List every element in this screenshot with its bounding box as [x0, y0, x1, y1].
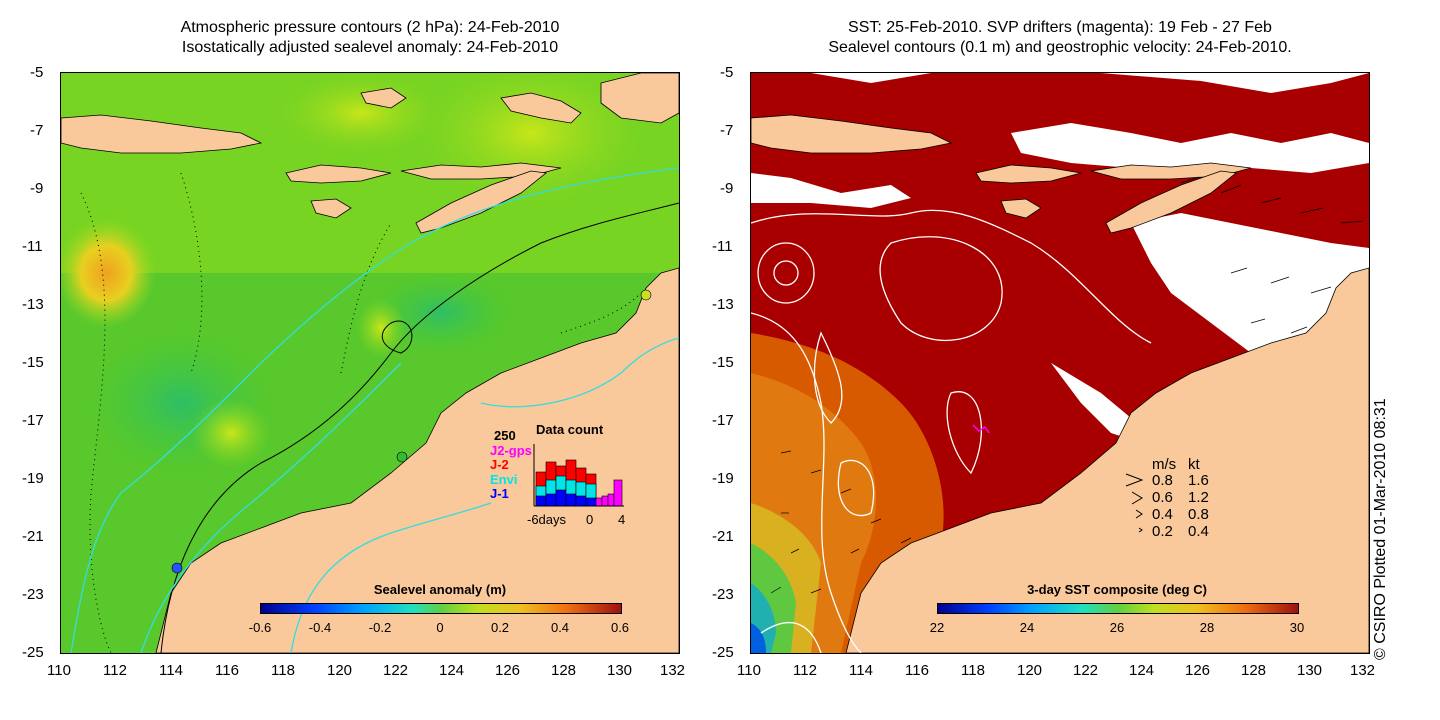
left-colorbar-label-4: 0	[436, 620, 444, 635]
left-x-tick: 118	[271, 662, 295, 679]
right-colorbar	[937, 603, 1299, 614]
velocity-row-ms: 0.8	[1152, 472, 1173, 489]
right-x-tick: 130	[1297, 662, 1323, 679]
right-colorbar-label-2: 24	[1019, 620, 1035, 635]
velocity-arrows-legend	[1125, 473, 1144, 533]
left-y-tick: -15	[22, 354, 44, 371]
right-x-tick: 132	[1350, 662, 1376, 679]
right-x-tick: 116	[905, 662, 929, 679]
right-x-tick: 128	[1241, 662, 1267, 679]
left-x-tick: 126	[495, 662, 521, 679]
right-x-tick: 120	[1017, 662, 1043, 679]
right-colorbar-label-1: 22	[929, 620, 945, 635]
data-count-x-max: 4	[618, 512, 626, 527]
right-x-tick: 118	[961, 662, 985, 679]
right-y-tick: -11	[712, 238, 733, 255]
right-colorbar-label-4: 28	[1199, 620, 1215, 635]
left-y-tick: -19	[22, 470, 44, 487]
left-y-tick: -13	[22, 296, 44, 313]
legend-j1: J-1	[490, 486, 509, 501]
right-y-tick: -25	[712, 644, 734, 661]
left-y-tick: -11	[22, 238, 43, 255]
left-y-tick: -23	[22, 586, 44, 603]
right-x-tick: 126	[1185, 662, 1211, 679]
left-x-tick: 128	[551, 662, 577, 679]
sealevel-anomaly-map	[60, 72, 680, 654]
left-title-line2: Isostatically adjusted sealevel anomaly:…	[181, 39, 559, 56]
right-y-tick: -15	[712, 354, 734, 371]
velocity-row-ms: 0.4	[1152, 506, 1173, 523]
right-title-line1: SST: 25-Feb-2010. SVP drifters (magenta)…	[848, 19, 1272, 36]
velocity-row-kt: 1.2	[1188, 489, 1209, 506]
right-y-tick: -7	[720, 122, 734, 139]
left-y-tick: -9	[30, 180, 44, 197]
sst-map	[750, 72, 1370, 654]
left-colorbar-label-2: -0.4	[308, 620, 332, 635]
left-x-tick: 110	[47, 662, 71, 679]
left-y-tick: -25	[22, 644, 44, 661]
right-x-tick: 110	[737, 662, 761, 679]
legend-j2gps: J2-gps	[490, 443, 532, 458]
left-x-tick: 120	[327, 662, 353, 679]
velocity-row-kt: 0.8	[1188, 506, 1209, 523]
left-title-line1: Atmospheric pressure contours (2 hPa): 2…	[180, 19, 560, 36]
right-title: SST: 25-Feb-2010. SVP drifters (magenta)…	[750, 18, 1370, 58]
data-count-x-zero: 0	[586, 512, 594, 527]
left-x-tick: 122	[383, 662, 409, 679]
data-count-histogram	[533, 444, 624, 507]
right-colorbar-title: 3-day SST composite (deg C)	[1027, 582, 1207, 597]
right-title-line2: Sealevel contours (0.1 m) and geostrophi…	[828, 39, 1292, 56]
velocity-row-kt: 0.4	[1188, 523, 1209, 540]
left-title: Atmospheric pressure contours (2 hPa): 2…	[60, 18, 680, 58]
right-y-tick: -9	[720, 180, 734, 197]
right-colorbar-label-3: 26	[1109, 620, 1125, 635]
right-y-tick: -23	[712, 586, 734, 603]
right-x-tick: 122	[1073, 662, 1099, 679]
velocity-legend-ms: m/s	[1152, 456, 1177, 473]
right-x-tick: 112	[793, 662, 817, 679]
left-x-tick: 112	[103, 662, 127, 679]
left-colorbar-label-6: 0.4	[550, 620, 570, 635]
velocity-row-ms: 0.2	[1152, 523, 1173, 540]
legend-j2: J-2	[490, 457, 509, 472]
left-x-tick: 124	[439, 662, 465, 679]
left-colorbar-title: Sealevel anomaly (m)	[373, 582, 507, 597]
data-count-title: Data count	[536, 422, 604, 437]
right-y-tick: -5	[720, 64, 734, 81]
left-x-tick: 132	[660, 662, 686, 679]
left-colorbar-label-1: -0.6	[248, 620, 272, 635]
left-colorbar	[260, 603, 622, 614]
sst-map-canvas	[751, 73, 1369, 653]
left-x-tick: 114	[159, 662, 183, 679]
left-colorbar-label-7: 0.6	[610, 620, 630, 635]
data-count-ymax: 250	[494, 428, 516, 443]
velocity-legend-kt: kt	[1188, 456, 1200, 473]
right-y-tick: -17	[712, 412, 734, 429]
left-colorbar-label-3: -0.2	[368, 620, 392, 635]
right-x-tick: 114	[849, 662, 873, 679]
left-x-tick: 116	[215, 662, 239, 679]
right-y-tick: -13	[712, 296, 734, 313]
left-colorbar-label-5: 0.2	[490, 620, 510, 635]
left-y-tick: -17	[22, 412, 44, 429]
velocity-row-ms: 0.6	[1152, 489, 1173, 506]
left-y-tick: -21	[22, 528, 44, 545]
right-y-tick: -21	[712, 528, 734, 545]
left-x-tick: 130	[607, 662, 633, 679]
data-count-x-min: -6days	[527, 512, 567, 527]
csiro-credit: © CSIRO Plotted 01-Mar-2010 08:31	[1372, 398, 1389, 660]
sealevel-anomaly-map-canvas	[61, 73, 679, 653]
legend-envi: Envi	[490, 472, 518, 487]
right-colorbar-label-5: 30	[1289, 620, 1305, 635]
velocity-row-kt: 1.6	[1188, 472, 1209, 489]
left-y-tick: -5	[30, 64, 44, 81]
right-y-tick: -19	[712, 470, 734, 487]
left-y-tick: -7	[30, 122, 44, 139]
right-x-tick: 124	[1129, 662, 1155, 679]
